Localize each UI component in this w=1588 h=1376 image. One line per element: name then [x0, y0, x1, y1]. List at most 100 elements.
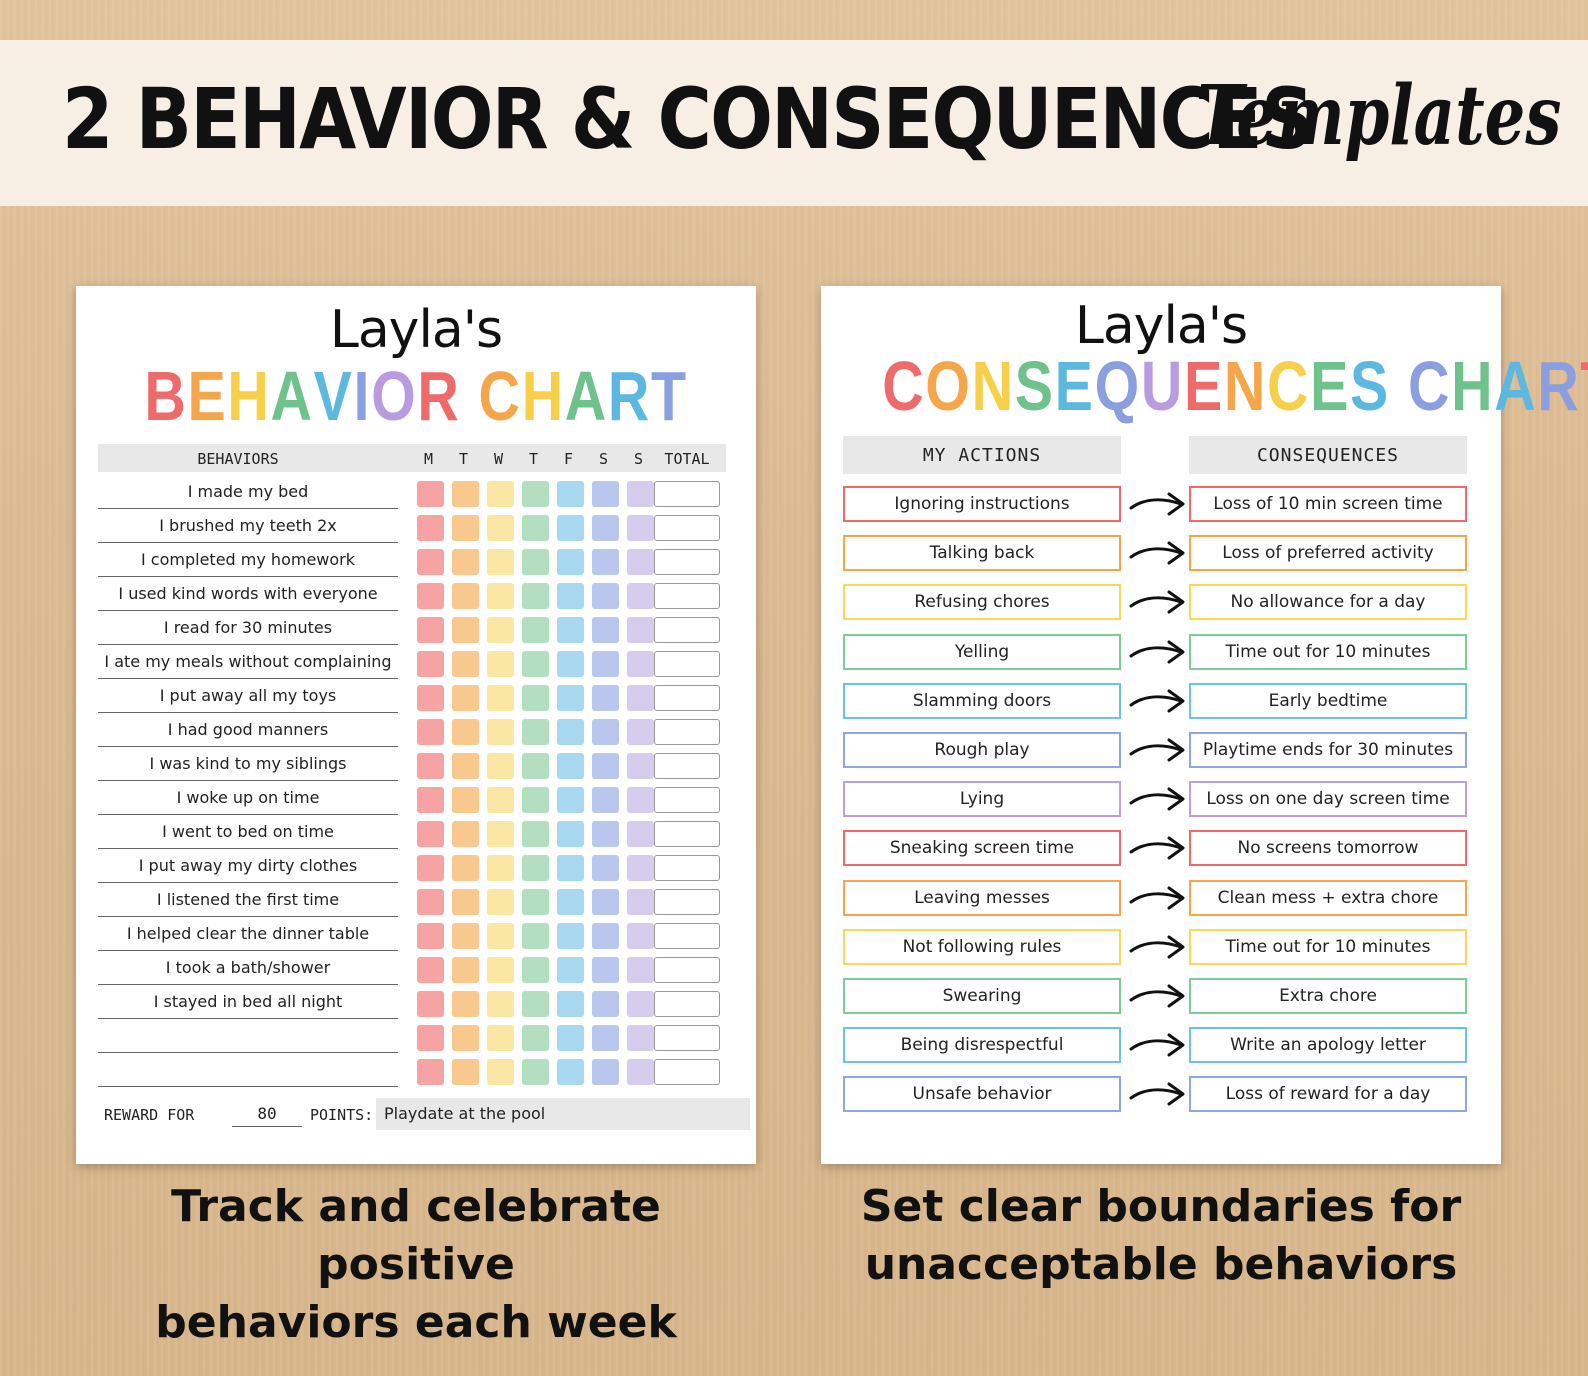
day-checkbox[interactable] [417, 855, 444, 881]
day-checkbox[interactable] [592, 515, 619, 541]
day-checkbox[interactable] [487, 481, 514, 507]
day-checkbox[interactable] [417, 787, 444, 813]
day-checkbox[interactable] [417, 719, 444, 745]
day-checkbox[interactable] [557, 753, 584, 779]
total-field[interactable] [654, 719, 720, 745]
day-checkbox[interactable] [452, 617, 479, 643]
total-field[interactable] [654, 617, 720, 643]
day-checkbox[interactable] [592, 957, 619, 983]
total-field[interactable] [654, 753, 720, 779]
day-checkbox[interactable] [627, 549, 654, 575]
day-checkbox[interactable] [487, 821, 514, 847]
day-checkbox[interactable] [592, 481, 619, 507]
day-checkbox[interactable] [487, 515, 514, 541]
total-field[interactable] [654, 1025, 720, 1051]
day-checkbox[interactable] [557, 685, 584, 711]
day-checkbox[interactable] [592, 1059, 619, 1085]
day-checkbox[interactable] [487, 787, 514, 813]
day-checkbox[interactable] [627, 515, 654, 541]
day-checkbox[interactable] [487, 855, 514, 881]
day-checkbox[interactable] [522, 583, 549, 609]
day-checkbox[interactable] [452, 957, 479, 983]
day-checkbox[interactable] [557, 481, 584, 507]
day-checkbox[interactable] [522, 787, 549, 813]
day-checkbox[interactable] [487, 923, 514, 949]
day-checkbox[interactable] [417, 549, 444, 575]
day-checkbox[interactable] [557, 617, 584, 643]
day-checkbox[interactable] [487, 889, 514, 915]
day-checkbox[interactable] [452, 991, 479, 1017]
day-checkbox[interactable] [487, 685, 514, 711]
total-field[interactable] [654, 787, 720, 813]
day-checkbox[interactable] [452, 515, 479, 541]
day-checkbox[interactable] [417, 923, 444, 949]
day-checkbox[interactable] [522, 515, 549, 541]
day-checkbox[interactable] [592, 889, 619, 915]
day-checkbox[interactable] [522, 719, 549, 745]
day-checkbox[interactable] [557, 923, 584, 949]
day-checkbox[interactable] [487, 1059, 514, 1085]
day-checkbox[interactable] [627, 719, 654, 745]
total-field[interactable] [654, 855, 720, 881]
day-checkbox[interactable] [592, 549, 619, 575]
total-field[interactable] [654, 549, 720, 575]
day-checkbox[interactable] [627, 923, 654, 949]
day-checkbox[interactable] [417, 617, 444, 643]
day-checkbox[interactable] [487, 1025, 514, 1051]
day-checkbox[interactable] [487, 549, 514, 575]
day-checkbox[interactable] [452, 1059, 479, 1085]
day-checkbox[interactable] [487, 991, 514, 1017]
total-field[interactable] [654, 685, 720, 711]
day-checkbox[interactable] [557, 957, 584, 983]
reward-points-value[interactable]: 80 [257, 1104, 277, 1123]
day-checkbox[interactable] [452, 753, 479, 779]
total-field[interactable] [654, 1059, 720, 1085]
day-checkbox[interactable] [627, 821, 654, 847]
day-checkbox[interactable] [592, 1025, 619, 1051]
day-checkbox[interactable] [452, 1025, 479, 1051]
day-checkbox[interactable] [557, 889, 584, 915]
day-checkbox[interactable] [522, 957, 549, 983]
day-checkbox[interactable] [522, 1025, 549, 1051]
total-field[interactable] [654, 957, 720, 983]
day-checkbox[interactable] [627, 617, 654, 643]
day-checkbox[interactable] [487, 957, 514, 983]
day-checkbox[interactable] [417, 685, 444, 711]
day-checkbox[interactable] [627, 685, 654, 711]
total-field[interactable] [654, 923, 720, 949]
day-checkbox[interactable] [487, 753, 514, 779]
day-checkbox[interactable] [627, 1059, 654, 1085]
day-checkbox[interactable] [522, 753, 549, 779]
day-checkbox[interactable] [592, 753, 619, 779]
day-checkbox[interactable] [557, 549, 584, 575]
day-checkbox[interactable] [522, 889, 549, 915]
day-checkbox[interactable] [522, 685, 549, 711]
day-checkbox[interactable] [592, 855, 619, 881]
day-checkbox[interactable] [417, 821, 444, 847]
day-checkbox[interactable] [627, 583, 654, 609]
day-checkbox[interactable] [522, 855, 549, 881]
day-checkbox[interactable] [557, 855, 584, 881]
day-checkbox[interactable] [452, 549, 479, 575]
day-checkbox[interactable] [592, 719, 619, 745]
day-checkbox[interactable] [452, 481, 479, 507]
day-checkbox[interactable] [487, 617, 514, 643]
day-checkbox[interactable] [452, 651, 479, 677]
day-checkbox[interactable] [487, 719, 514, 745]
day-checkbox[interactable] [417, 889, 444, 915]
day-checkbox[interactable] [417, 651, 444, 677]
day-checkbox[interactable] [417, 481, 444, 507]
day-checkbox[interactable] [452, 889, 479, 915]
day-checkbox[interactable] [522, 549, 549, 575]
day-checkbox[interactable] [417, 991, 444, 1017]
day-checkbox[interactable] [522, 821, 549, 847]
day-checkbox[interactable] [522, 481, 549, 507]
day-checkbox[interactable] [592, 651, 619, 677]
day-checkbox[interactable] [487, 583, 514, 609]
day-checkbox[interactable] [627, 481, 654, 507]
total-field[interactable] [654, 889, 720, 915]
day-checkbox[interactable] [592, 991, 619, 1017]
total-field[interactable] [654, 821, 720, 847]
total-field[interactable] [654, 651, 720, 677]
day-checkbox[interactable] [557, 787, 584, 813]
